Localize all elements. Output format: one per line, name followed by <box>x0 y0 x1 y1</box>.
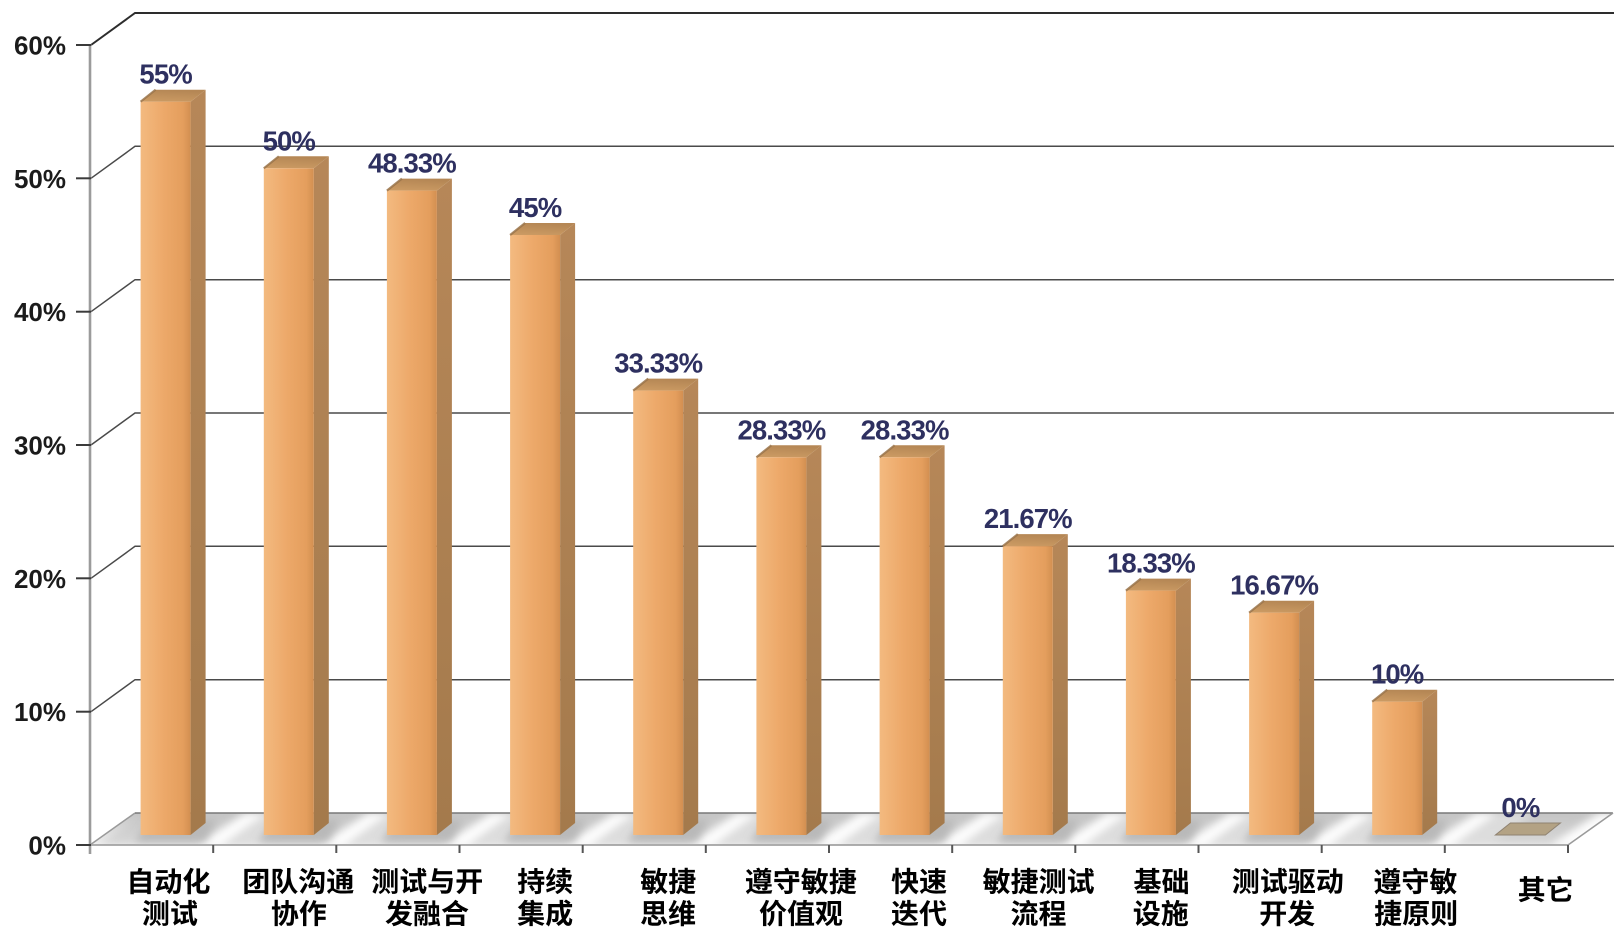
svg-text:30%: 30% <box>14 431 66 461</box>
svg-text:10%: 10% <box>14 697 66 727</box>
svg-text:50%: 50% <box>263 125 316 156</box>
svg-text:50%: 50% <box>14 164 66 194</box>
svg-text:60%: 60% <box>14 31 66 61</box>
svg-text:0%: 0% <box>28 831 66 861</box>
svg-text:40%: 40% <box>14 297 66 327</box>
svg-text:48.33%: 48.33% <box>368 148 456 179</box>
svg-text:45%: 45% <box>509 192 562 223</box>
svg-text:20%: 20% <box>14 564 66 594</box>
svg-text:55%: 55% <box>139 59 192 90</box>
svg-text:28.33%: 28.33% <box>737 414 825 445</box>
svg-text:16.67%: 16.67% <box>1230 570 1318 601</box>
svg-text:0%: 0% <box>1501 792 1539 823</box>
svg-text:33.33%: 33.33% <box>614 348 702 379</box>
svg-text:28.33%: 28.33% <box>861 414 949 445</box>
svg-text:18.33%: 18.33% <box>1107 548 1195 579</box>
svg-text:10%: 10% <box>1371 659 1424 690</box>
svg-text:21.67%: 21.67% <box>984 503 1072 534</box>
